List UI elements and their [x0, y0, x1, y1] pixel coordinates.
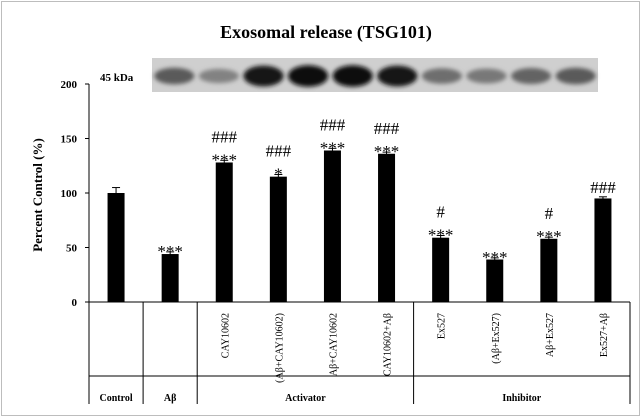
significance-stars: * [274, 164, 283, 183]
category-label: Aβ+Ex527 [545, 313, 556, 357]
category-label: Ex527 [437, 313, 448, 339]
blot-band [377, 65, 418, 87]
y-tick-label: 100 [61, 188, 78, 200]
significance-stars: *** [536, 227, 562, 246]
significance-stars: *** [482, 248, 508, 267]
bar [594, 198, 612, 302]
bar [161, 254, 179, 302]
axes: 0 50 100 150 200 [61, 79, 631, 404]
bar [432, 237, 450, 302]
blot-band [332, 65, 373, 87]
significance-hashes: # [436, 203, 445, 222]
significance-hashes: # [545, 204, 554, 223]
bar [378, 153, 396, 302]
significance-stars: *** [212, 150, 238, 169]
blot-band [466, 68, 507, 84]
bars: ******###*### ***###***###***#******#### [107, 115, 616, 302]
bar [107, 193, 125, 302]
y-tick-label: 0 [72, 297, 78, 309]
category-label: CAY10602 [220, 313, 231, 358]
bar [323, 150, 341, 302]
significance-stars: *** [428, 226, 454, 245]
bar [486, 259, 504, 302]
y-tick-label: 50 [66, 243, 78, 255]
y-tick-label: 150 [61, 134, 78, 146]
significance-hashes: ### [212, 127, 238, 146]
significance-stars: *** [374, 142, 400, 161]
group-label: Inhibitor [502, 393, 541, 404]
significance-hashes: ### [374, 119, 400, 138]
blot-band [243, 65, 284, 87]
category-label: CAY10602+Aβ [383, 313, 394, 376]
blot-band [421, 68, 462, 84]
chart-title: Exosomal release (TSG101) [220, 22, 432, 43]
category-label: (Aβ+Ex527) [491, 313, 502, 364]
significance-hashes: ### [320, 115, 346, 134]
category-labels: CAY10602 (Aβ+CAY10602) Aβ+CAY10602 CAY10602… [220, 313, 610, 383]
blot-band [288, 65, 329, 87]
blot-band [154, 67, 195, 85]
category-label: Ex527+Aβ [599, 313, 610, 357]
significance-stars: *** [157, 242, 183, 261]
bar [269, 176, 287, 302]
group-label: Control [99, 393, 132, 404]
significance-hashes: ### [266, 141, 292, 160]
category-label: (Aβ+CAY10602) [274, 313, 285, 383]
y-axis-label: Percent Control (%) [30, 138, 45, 252]
western-blot [152, 58, 598, 92]
blot-band [511, 68, 552, 84]
bar [215, 162, 233, 302]
group-labels: Control Aβ Activator Inhibitor [99, 393, 541, 404]
blot-band [198, 68, 239, 84]
blot-kda-label: 45 kDa [100, 72, 134, 84]
blot-band [555, 67, 596, 85]
y-tick-label: 200 [61, 79, 78, 91]
group-label: Activator [285, 393, 326, 404]
category-label: Aβ+CAY10602 [328, 313, 339, 376]
group-label: Aβ [164, 393, 177, 404]
bar [540, 238, 558, 302]
significance-stars: *** [320, 138, 346, 157]
significance-hashes: ### [590, 178, 616, 197]
